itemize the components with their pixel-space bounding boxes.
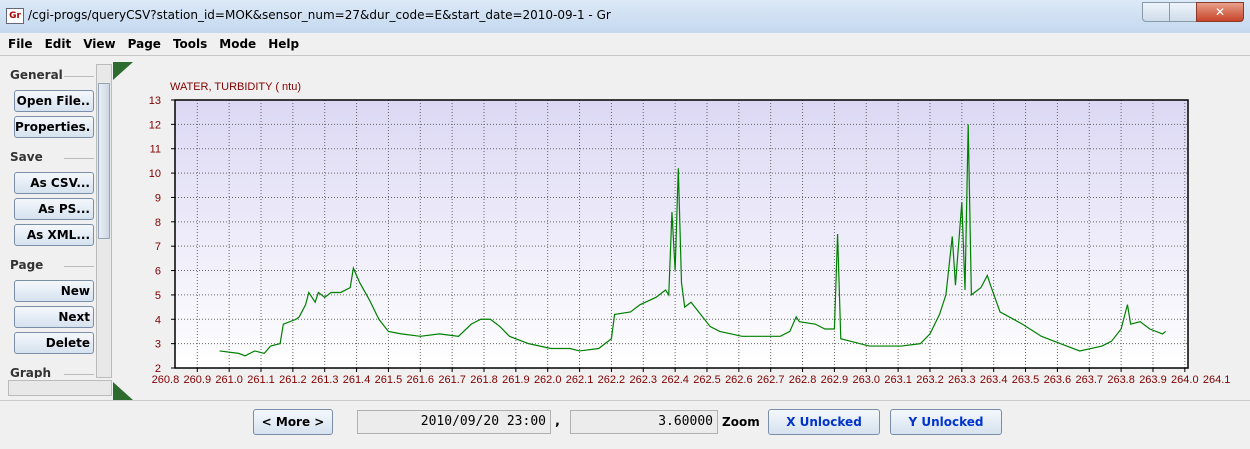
zoom-label: Zoom	[722, 415, 760, 429]
x-tick-label: 261.2	[279, 374, 307, 386]
menu-item[interactable]: Edit	[44, 37, 72, 51]
date-field: 2010/09/20 23:00	[357, 410, 551, 434]
x-tick-label: 261.9	[502, 374, 530, 386]
x-tick-label: 262.6	[725, 374, 753, 386]
x-tick-label: 262.3	[630, 374, 658, 386]
menu-item[interactable]: View	[83, 37, 116, 51]
x-tick-label: 263.0	[852, 374, 880, 386]
sidebar-button[interactable]: As PS...	[14, 198, 94, 220]
status-bar: < More > 2010/09/20 23:00 , 3.60000 Zoom…	[0, 400, 1250, 449]
sidebar-button[interactable]: Delete	[14, 332, 94, 354]
y-tick-label: 8	[155, 217, 161, 229]
group-rule	[64, 266, 94, 267]
x-tick-label: 262.1	[566, 374, 594, 386]
x-tick-label: 262.9	[821, 374, 849, 386]
window-title: /cgi-progs/queryCSV?station_id=MOK&senso…	[28, 8, 611, 22]
sidebar-hscrollbar[interactable]	[8, 380, 112, 396]
x-tick-label: 261.5	[375, 374, 403, 386]
x-tick-label: 263.3	[948, 374, 976, 386]
data-line	[219, 124, 1167, 357]
x-lock-button[interactable]: X Unlocked	[768, 409, 880, 435]
x-tick-label: 260.9	[184, 374, 212, 386]
more-button[interactable]: < More >	[253, 409, 333, 435]
x-tick-label: 263.8	[1107, 374, 1135, 386]
corner-marker	[113, 62, 133, 80]
y-axis-label: WATER, TURBIDITY ( ntu)	[170, 81, 301, 93]
y-tick-label: 7	[155, 241, 161, 253]
menu-item[interactable]: Tools	[172, 37, 208, 51]
chart: WATER, TURBIDITY ( ntu) 2 3 4 5 6 7 8 9 10 11 12 13…	[113, 62, 1231, 400]
menu-item[interactable]: Mode	[219, 37, 257, 51]
y-lock-button[interactable]: Y Unlocked	[890, 409, 1002, 435]
x-tick-label: 261.4	[343, 374, 371, 386]
sidebar-button[interactable]: New	[14, 280, 94, 302]
y-tick-label: 12	[149, 119, 161, 131]
group-label: Save	[10, 150, 43, 164]
x-tick-label: 262.4	[661, 374, 689, 386]
sidebar-button[interactable]: As XML...	[14, 224, 94, 246]
close-button[interactable]: ✕	[1196, 2, 1244, 22]
value-field: 3.60000	[570, 410, 718, 434]
y-tick-label: 13	[149, 95, 161, 107]
scroll-thumb[interactable]	[98, 83, 110, 239]
menu-bar: File Edit View Page Tools Mode Help	[0, 33, 1250, 56]
x-tick-label: 264.0	[1171, 374, 1199, 386]
menu-item[interactable]: Help	[268, 37, 300, 51]
y-tick-label: 10	[149, 168, 161, 180]
x-tick-label: 261.3	[311, 374, 339, 386]
x-tick-label: 260.8	[152, 374, 180, 386]
y-tick-label: 9	[155, 192, 161, 204]
x-tick-label: 262.5	[693, 374, 721, 386]
x-tick-label: 263.1	[884, 374, 912, 386]
group-rule	[64, 76, 94, 77]
menu-item[interactable]: Page	[127, 37, 161, 51]
x-tick-label: 262.2	[598, 374, 626, 386]
x-tick-label: 261.0	[215, 374, 243, 386]
sidebar-button[interactable]: Properties.	[14, 116, 94, 138]
y-tick-label: 6	[155, 266, 161, 278]
group-label: General	[10, 68, 63, 82]
x-tick-label: 263.4	[980, 374, 1008, 386]
x-tick-label: 263.9	[1139, 374, 1167, 386]
x-tick-label: 263.2	[916, 374, 944, 386]
title-bar: Gr /cgi-progs/queryCSV?station_id=MOK&se…	[0, 0, 1250, 34]
x-tick-label: 261.1	[247, 374, 275, 386]
menu-item[interactable]: File	[8, 37, 33, 51]
x-tick-label: 262.8	[789, 374, 817, 386]
x-tick-label: 262.7	[757, 374, 785, 386]
x-tick-label: 261.6	[407, 374, 435, 386]
y-tick-label: 11	[150, 144, 161, 156]
y-tick-label: 2	[155, 363, 161, 375]
group-label: Graph	[10, 366, 51, 378]
y-tick-label: 5	[155, 290, 161, 302]
x-tick-label: 262.0	[534, 374, 562, 386]
plot-border	[174, 99, 1189, 369]
y-tick-label: 3	[155, 339, 161, 351]
separator: ,	[555, 414, 560, 429]
sidebar-scrollbar[interactable]	[96, 64, 112, 378]
y-tick-label: 4	[155, 314, 161, 326]
x-tick-label: 263.6	[1044, 374, 1072, 386]
sidebar-button[interactable]: Next	[14, 306, 94, 328]
sidebar: General Open File.. Properties. Save As CSV.…	[8, 62, 96, 378]
x-tick-label: 264.1	[1203, 374, 1231, 386]
app-icon: Gr	[6, 8, 24, 24]
x-tick-label: 261.8	[470, 374, 498, 386]
x-tick-label: 263.7	[1075, 374, 1103, 386]
sidebar-button[interactable]: As CSV...	[14, 172, 94, 194]
plot-area	[175, 100, 1188, 368]
group-label: Page	[10, 258, 44, 272]
sidebar-button[interactable]: Open File..	[14, 90, 94, 112]
corner-marker	[113, 382, 133, 400]
group-rule	[64, 158, 94, 159]
x-tick-label: 261.7	[438, 374, 466, 386]
group-rule	[64, 374, 94, 375]
x-tick-label: 263.5	[1012, 374, 1040, 386]
